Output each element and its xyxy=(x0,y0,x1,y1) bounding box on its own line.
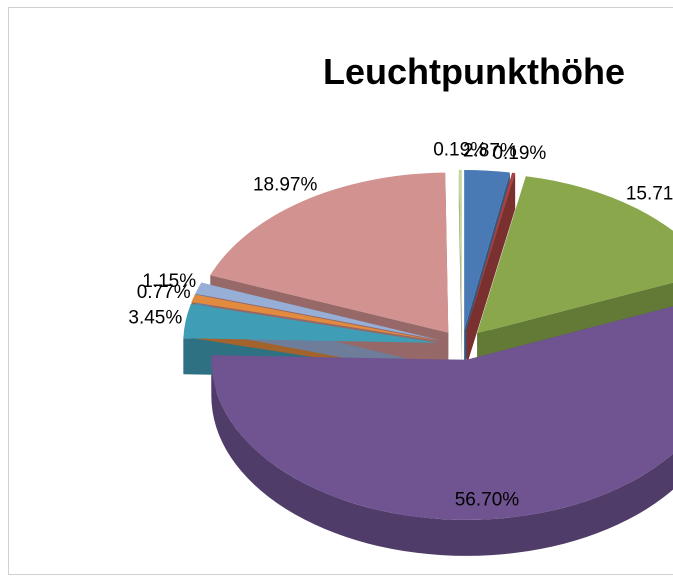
data-label: 0.77% xyxy=(137,282,191,303)
slice xyxy=(195,282,440,341)
slice xyxy=(191,294,439,341)
data-label: 2.87% xyxy=(463,140,517,161)
data-label: 15.71% xyxy=(626,184,673,205)
slice xyxy=(183,303,439,343)
slice xyxy=(210,172,449,333)
data-label: 56.70% xyxy=(455,490,520,511)
slice xyxy=(466,172,516,331)
slice-wall xyxy=(458,169,462,366)
slice xyxy=(464,169,510,330)
slice xyxy=(211,306,673,520)
data-label: 3.45% xyxy=(128,307,182,328)
data-label: 18.97% xyxy=(253,175,318,196)
slice xyxy=(458,169,462,330)
slice-wall xyxy=(466,173,516,367)
data-label: 0.19% xyxy=(433,140,487,161)
slice-side xyxy=(211,359,673,556)
chart-title: Leuchtpunkthöhe xyxy=(323,51,625,92)
slice xyxy=(477,176,673,334)
data-label: 1.15% xyxy=(142,271,196,292)
data-label: 0.19% xyxy=(492,143,546,164)
